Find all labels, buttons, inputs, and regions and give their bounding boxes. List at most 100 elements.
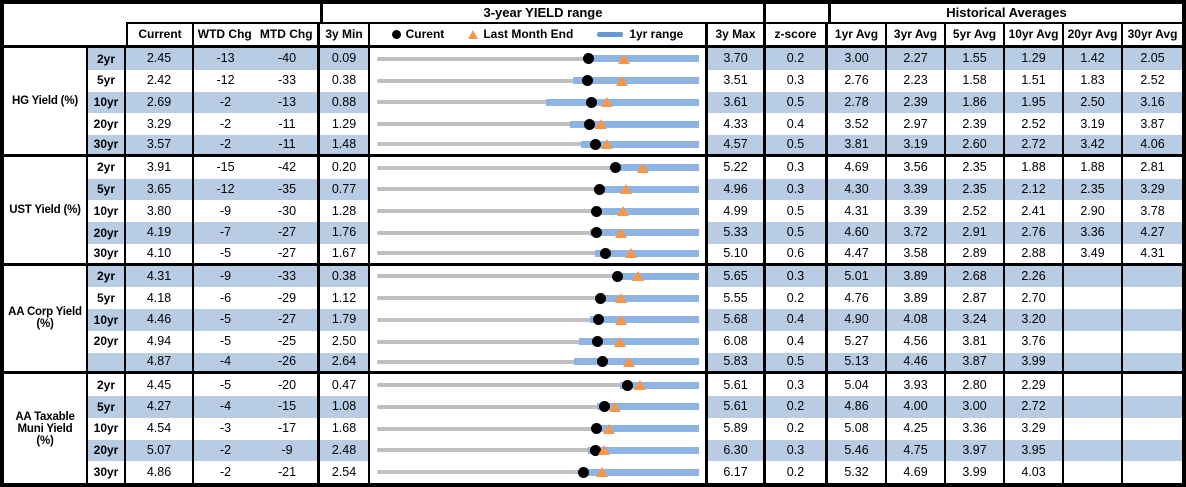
- avg-cell: 2.80: [946, 374, 1005, 396]
- avg-cell: [1064, 287, 1123, 309]
- wtd-chg-cell: -4: [194, 396, 257, 418]
- current-cell: 4.18: [126, 287, 194, 309]
- yield-range-chart: [370, 222, 708, 244]
- current-dot-icon: [591, 227, 603, 239]
- range-plot: [377, 331, 700, 353]
- yield-range-chart: [370, 287, 708, 309]
- max-3y-cell: 6.17: [708, 461, 766, 483]
- wtd-chg-cell: -5: [194, 330, 257, 353]
- range-track: [377, 100, 699, 105]
- avg-cell: 4.25: [887, 417, 946, 440]
- last-month-end-marker-icon: [615, 293, 628, 304]
- one-year-range-bar: [611, 164, 699, 172]
- avg-cell: 2.50: [1064, 91, 1123, 114]
- z-score-cell: 0.2: [766, 48, 828, 70]
- avg-cell: 5.32: [828, 461, 887, 483]
- current-cell: 3.29: [126, 113, 194, 135]
- one-year-range-bar: [596, 185, 699, 193]
- max-3y-cell: 5.89: [708, 417, 766, 440]
- range-plot: [377, 48, 700, 70]
- range-track: [377, 142, 699, 147]
- avg-cell: 2.88: [1005, 243, 1064, 266]
- avg-cell: [1123, 396, 1182, 418]
- current-cell: 2.42: [126, 69, 194, 92]
- one-year-range-bar: [580, 140, 699, 148]
- current-cell: 4.46: [126, 309, 194, 331]
- avg-cell: 4.76: [828, 287, 887, 309]
- avg-cell: [1064, 265, 1123, 288]
- last-month-end-marker-icon: [600, 97, 613, 108]
- header-30yr-avg: 30yr Avg: [1123, 24, 1182, 48]
- tenor-cell: 5yr: [88, 178, 126, 201]
- yield-range-chart: [370, 69, 708, 92]
- min-3y-cell: 1.28: [320, 200, 370, 222]
- wtd-chg-cell: -2: [194, 91, 257, 114]
- range-plot: [377, 70, 700, 92]
- yield-range-chart: [370, 113, 708, 135]
- min-3y-cell: 0.47: [320, 374, 370, 396]
- range-plot: [377, 135, 700, 154]
- z-score-cell: 0.5: [766, 222, 828, 244]
- one-year-range-bar: [570, 120, 699, 128]
- wtd-chg-cell: -15: [194, 156, 257, 179]
- one-year-range-bar: [613, 272, 699, 280]
- range-plot: [377, 200, 700, 222]
- avg-cell: 4.69: [828, 156, 887, 179]
- avg-cell: 4.03: [1005, 461, 1064, 483]
- min-3y-cell: 1.08: [320, 396, 370, 418]
- avg-cell: 3.87: [1123, 113, 1182, 135]
- header-5yr-avg: 5yr Avg: [946, 24, 1005, 48]
- group-label: HG Yield (%): [4, 48, 88, 157]
- group-label: AA Corp Yield (%): [4, 265, 88, 375]
- avg-cell: 1.42: [1064, 48, 1123, 70]
- current-cell: 5.07: [126, 439, 194, 462]
- z-score-cell: 0.4: [766, 309, 828, 331]
- mtd-chg-cell: -17: [257, 417, 320, 440]
- tenor-cell: 5yr: [88, 69, 126, 92]
- min-3y-cell: 1.76: [320, 222, 370, 244]
- min-3y-cell: 0.88: [320, 91, 370, 114]
- tenor-cell: 20yr: [88, 439, 126, 462]
- avg-cell: 3.97: [946, 439, 1005, 462]
- z-score-cell: 0.5: [766, 352, 828, 375]
- range-track: [377, 339, 699, 344]
- z-score-cell: 0.4: [766, 113, 828, 135]
- yield-range-chart: [370, 243, 708, 266]
- wtd-chg-cell: -5: [194, 243, 257, 266]
- yield-range-chart: [370, 200, 708, 222]
- yield-range-chart: [370, 48, 708, 70]
- legend-current: Curent: [391, 28, 444, 41]
- avg-cell: 4.06: [1123, 135, 1182, 157]
- max-3y-cell: 5.61: [708, 396, 766, 418]
- wtd-chg-cell: -2: [194, 113, 257, 135]
- mtd-chg-cell: -11: [257, 113, 320, 135]
- avg-cell: 2.78: [828, 91, 887, 114]
- current-cell: 4.94: [126, 330, 194, 353]
- avg-cell: 1.88: [1064, 156, 1123, 179]
- avg-cell: 2.70: [1005, 287, 1064, 309]
- one-year-range-bar: [620, 381, 699, 389]
- range-plot: [377, 92, 700, 114]
- header-mtd-chg: MTD Chg: [259, 27, 313, 42]
- z-score-cell: 0.3: [766, 69, 828, 92]
- one-year-range-bar: [579, 338, 699, 346]
- range-plot: [377, 461, 700, 483]
- tenor-cell: 2yr: [88, 265, 126, 288]
- avg-cell: [1123, 461, 1182, 483]
- header-10yr-avg: 10yr Avg: [1005, 24, 1064, 48]
- legend-last-month-end: Last Month End: [468, 28, 573, 41]
- current-cell: 3.80: [126, 200, 194, 222]
- avg-cell: 4.46: [887, 352, 946, 375]
- header-1yr-avg: 1yr Avg: [828, 24, 887, 48]
- current-dot-icon: [600, 247, 612, 259]
- avg-cell: 4.30: [828, 178, 887, 201]
- avg-cell: 3.89: [887, 265, 946, 288]
- wtd-chg-cell: -2: [194, 461, 257, 483]
- current-cell: 4.31: [126, 265, 194, 288]
- wtd-chg-cell: -3: [194, 417, 257, 440]
- range-bar-icon: [597, 32, 624, 37]
- blank-above-changes: [126, 4, 320, 24]
- current-cell: 4.86: [126, 461, 194, 483]
- min-3y-cell: 0.38: [320, 265, 370, 288]
- avg-cell: 2.35: [1064, 178, 1123, 201]
